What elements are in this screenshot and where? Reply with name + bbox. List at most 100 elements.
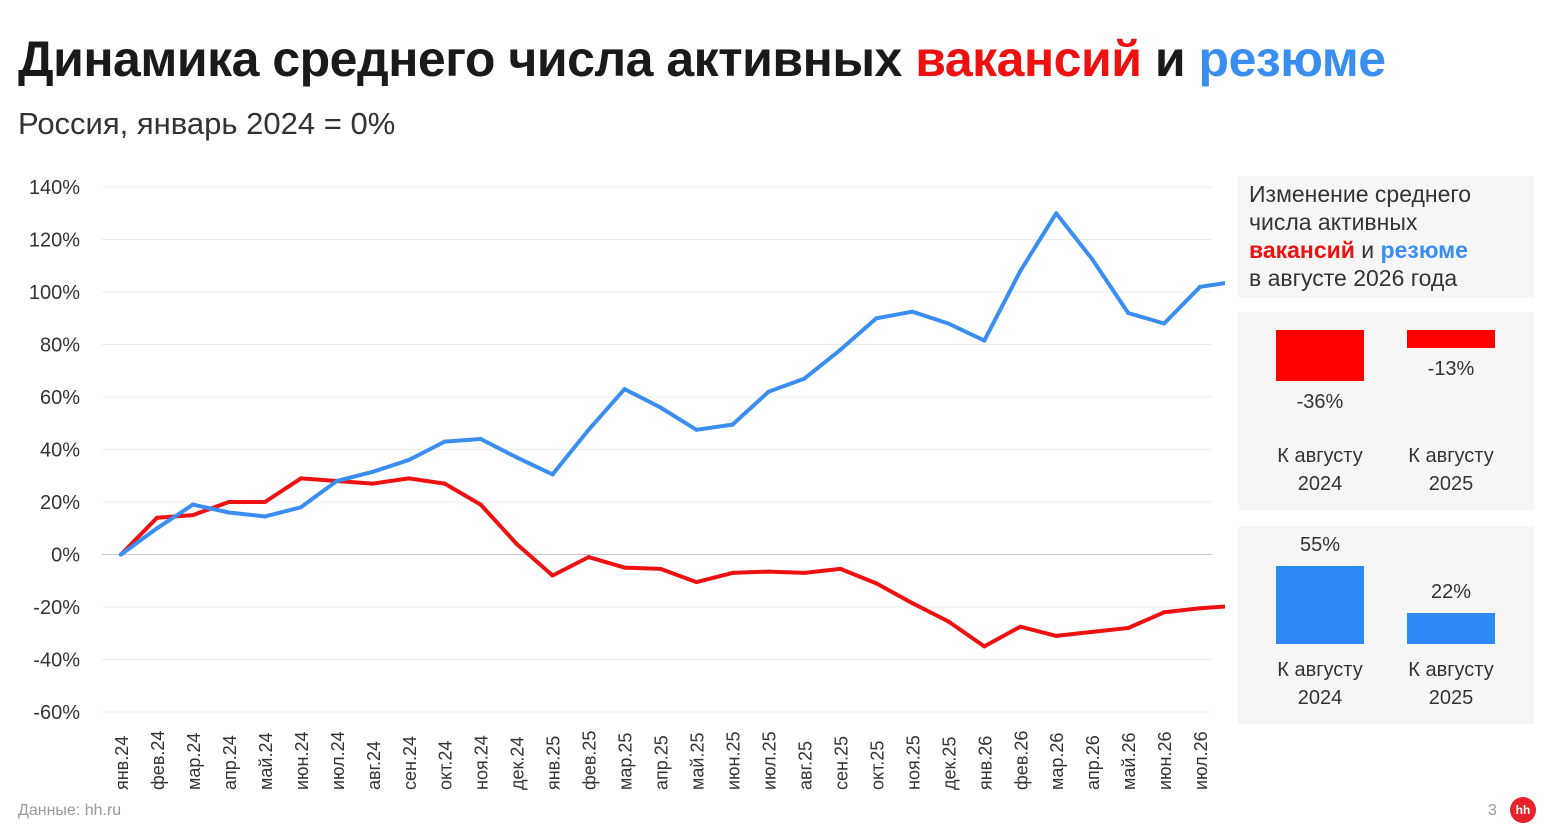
x-tick-label: сен.25 xyxy=(831,736,851,790)
resumes-change-panel: 55% 22% К августу 2024 К августу 2025 xyxy=(1238,526,1534,724)
point-resumes xyxy=(190,502,195,507)
point-vacancies xyxy=(226,500,231,504)
y-tick-label: 120% xyxy=(29,230,80,252)
x-tick-label: май.26 xyxy=(1119,733,1139,790)
x-tick-label: окт.25 xyxy=(867,741,887,790)
side-title-line1: Изменение среднего xyxy=(1249,181,1472,207)
title-resumes: резюме xyxy=(1198,31,1387,87)
resume-caption-2025-line1: К августу xyxy=(1408,659,1494,681)
x-tick-label: сен.24 xyxy=(400,736,420,790)
vacancy-caption-2025-line2: 2025 xyxy=(1428,473,1474,495)
point-vacancies xyxy=(406,476,411,481)
vacancy-label-2024: -36% xyxy=(1296,391,1344,414)
resume-bar-2024 xyxy=(1276,566,1364,644)
series-line-vacancies xyxy=(119,476,1225,649)
point-resumes xyxy=(1198,284,1203,289)
y-tick-label: 60% xyxy=(40,387,80,409)
resume-bar-2025 xyxy=(1407,612,1495,644)
point-resumes xyxy=(442,439,447,444)
vacancy-label-2025: -13% xyxy=(1427,358,1475,381)
x-tick-label: окт.24 xyxy=(436,741,456,790)
y-tick-label: 100% xyxy=(29,282,80,304)
point-resumes xyxy=(119,552,123,557)
point-resumes xyxy=(370,469,375,474)
y-tick-label: 140% xyxy=(29,177,80,199)
point-vacancies xyxy=(298,476,303,481)
point-vacancies xyxy=(550,573,555,578)
x-tick-label: июн.25 xyxy=(723,731,743,790)
point-resumes xyxy=(982,338,987,343)
point-vacancies xyxy=(658,566,663,571)
page-subtitle: Россия, январь 2024 = 0% xyxy=(18,106,396,141)
point-vacancies xyxy=(982,644,987,649)
x-tick-label: мар.24 xyxy=(184,733,204,790)
point-vacancies xyxy=(838,566,843,571)
data-source: Данные: hh.ru xyxy=(18,802,122,819)
x-tick-label: июл.26 xyxy=(1191,731,1211,790)
resume-label-2025: 22% xyxy=(1430,580,1472,603)
vacancy-caption-2024: К августу 2024 xyxy=(1250,442,1390,498)
resume-caption-2024-line1: К августу xyxy=(1277,659,1363,681)
vacancy-caption-2025: К августу 2025 xyxy=(1381,442,1521,498)
point-resumes xyxy=(406,458,411,462)
x-tick-label: июн.24 xyxy=(292,731,312,790)
x-tick-label: ноя.25 xyxy=(903,735,923,790)
point-resumes xyxy=(298,505,303,510)
point-vacancies xyxy=(766,569,771,574)
point-resumes xyxy=(1090,257,1095,262)
point-resumes xyxy=(766,389,771,394)
side-title-vacancies: вакансий xyxy=(1249,237,1355,263)
point-vacancies xyxy=(478,502,483,507)
point-vacancies xyxy=(586,555,591,560)
y-tick-label: 20% xyxy=(40,492,80,514)
side-title-line2: числа активных xyxy=(1249,209,1418,235)
resume-caption-2025-line2: 2025 xyxy=(1428,687,1474,709)
point-vacancies xyxy=(622,565,627,570)
resume-caption-2024: К августу 2024 xyxy=(1250,656,1390,712)
x-tick-label: июл.24 xyxy=(328,731,348,790)
side-title-resumes: резюме xyxy=(1380,237,1468,263)
x-tick-label: май.25 xyxy=(688,733,708,790)
point-resumes xyxy=(550,472,555,477)
point-resumes xyxy=(838,347,843,352)
point-resumes xyxy=(874,316,879,321)
x-tick-label: авг.24 xyxy=(364,741,384,790)
x-tick-label: апр.24 xyxy=(220,735,240,790)
hh-logo: hh xyxy=(1510,797,1536,823)
point-resumes xyxy=(694,427,699,432)
point-vacancies xyxy=(802,570,807,575)
point-vacancies xyxy=(1162,610,1167,615)
point-resumes xyxy=(910,309,915,314)
point-vacancies xyxy=(1126,626,1131,630)
title-prefix: Динамика среднего числа активных xyxy=(18,31,902,87)
point-resumes xyxy=(1054,211,1059,216)
x-tick-label: дек.25 xyxy=(939,737,959,790)
point-vacancies xyxy=(1198,606,1203,611)
x-tick-label: мар.26 xyxy=(1047,733,1067,790)
x-tick-label: янв.25 xyxy=(544,736,564,790)
point-vacancies xyxy=(190,513,195,518)
side-title-and: и xyxy=(1361,237,1375,263)
point-resumes xyxy=(1018,269,1023,273)
point-vacancies xyxy=(694,580,699,585)
title-vacancies: вакансий xyxy=(915,31,1142,87)
point-resumes xyxy=(262,514,267,519)
vacancies-change-panel: -36% -13% К августу 2024 К августу 2025 xyxy=(1238,312,1534,510)
resume-caption-2024-line2: 2024 xyxy=(1297,687,1343,709)
vacancy-bar-2025 xyxy=(1407,330,1495,349)
point-vacancies xyxy=(1090,629,1095,634)
x-tick-label: май.24 xyxy=(256,733,276,790)
resume-label-2024: 55% xyxy=(1299,534,1341,556)
series-line-resumes xyxy=(119,211,1225,557)
point-vacancies xyxy=(370,481,375,486)
point-resumes xyxy=(226,510,231,515)
point-resumes xyxy=(478,437,483,441)
point-resumes xyxy=(334,479,339,483)
y-tick-label: -20% xyxy=(33,597,80,619)
point-resumes xyxy=(154,526,159,531)
vacancy-caption-2025-line1: К августу xyxy=(1408,445,1494,467)
x-tick-label: фев.26 xyxy=(1011,731,1031,790)
point-vacancies xyxy=(946,619,951,624)
point-vacancies xyxy=(874,581,879,586)
point-vacancies xyxy=(442,481,447,486)
